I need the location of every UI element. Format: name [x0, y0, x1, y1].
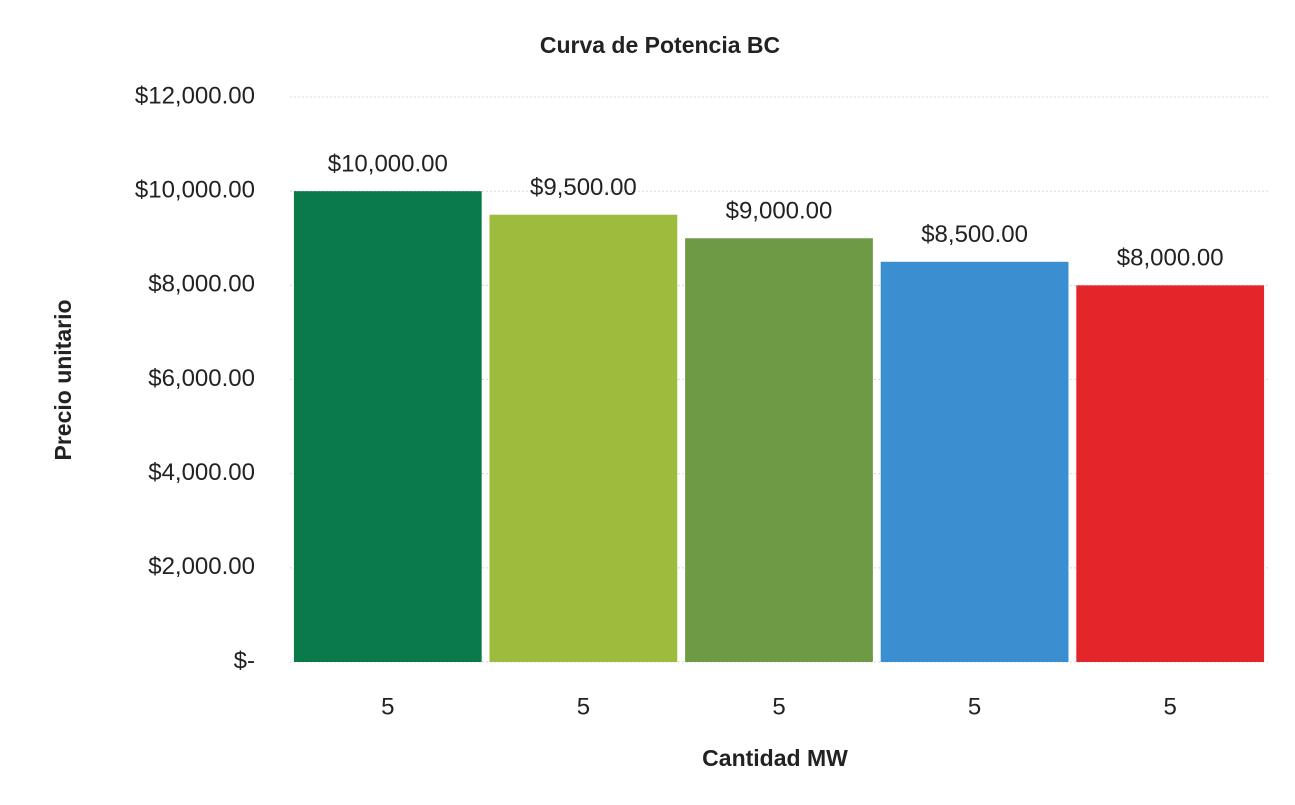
value-label: $8,500.00 [921, 221, 1028, 248]
y-tick-label: $6,000.00 [148, 365, 255, 392]
y-tick-label: $10,000.00 [135, 177, 255, 204]
y-tick-label: $8,000.00 [148, 271, 255, 298]
bar [489, 214, 678, 663]
x-tick-label: 5 [772, 693, 785, 720]
x-tick-label: 5 [381, 693, 394, 720]
y-tick-label: $2,000.00 [148, 553, 255, 580]
x-tick-label: 5 [1164, 693, 1177, 720]
chart-title: Curva de Potencia BC [540, 32, 780, 58]
value-label: $9,000.00 [726, 198, 833, 225]
value-label: $9,500.00 [530, 174, 637, 201]
bar [685, 238, 873, 662]
x-axis-label: Cantidad MW [702, 745, 848, 771]
bar [1076, 285, 1265, 662]
bar [880, 261, 1069, 662]
x-tick-label: 5 [577, 693, 590, 720]
value-label: $8,000.00 [1117, 245, 1224, 272]
y-axis-label: Precio unitario [50, 299, 76, 460]
y-tick-label: $4,000.00 [148, 459, 255, 486]
x-tick-label: 5 [968, 693, 981, 720]
y-tick-label: $- [234, 647, 255, 674]
value-label: $10,000.00 [328, 151, 448, 178]
bar [293, 191, 482, 662]
y-tick-label: $12,000.00 [135, 82, 255, 109]
